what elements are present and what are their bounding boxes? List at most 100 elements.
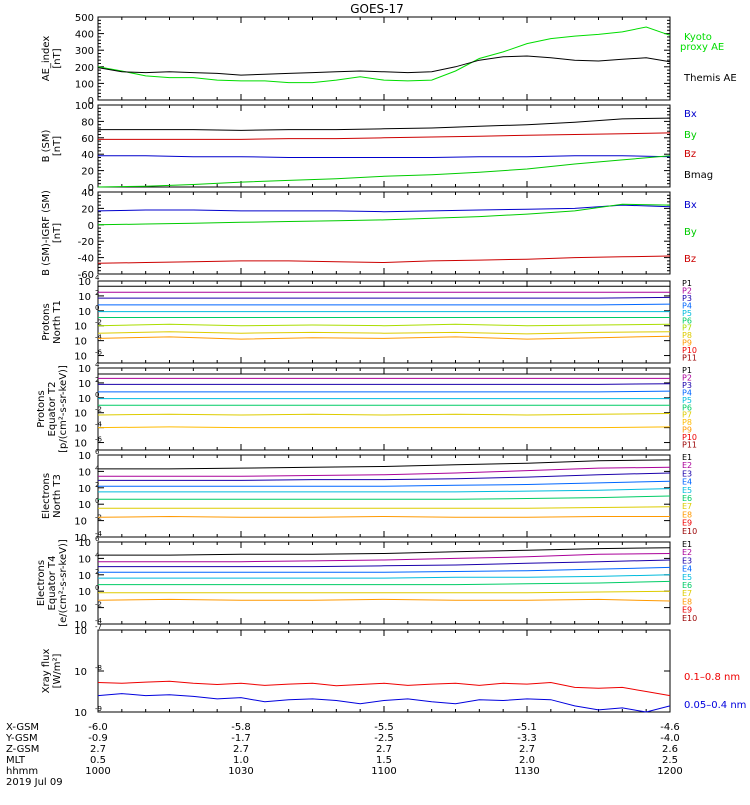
x-axis-value: 2.7	[233, 744, 249, 755]
x-axis-value: -5.1	[517, 722, 537, 733]
y-tick-label-pnt1: 10	[78, 292, 91, 303]
y-tick-label-bsm: 40	[81, 150, 94, 161]
legend-entry-pnt1: P6	[682, 316, 692, 325]
y-axis-label-ent3: Electrons	[41, 473, 52, 519]
x-axis-row-label: hhmm	[6, 766, 38, 777]
y-tick-exponent-eet4: 2	[95, 568, 99, 576]
series-line-pnt1-p3	[98, 296, 671, 299]
legend-entry-pet2: P9	[682, 426, 692, 435]
y-axis-label-xray: Xray flux	[41, 649, 52, 694]
x-axis-value: 2.7	[90, 744, 106, 755]
series-line-ent3-e4	[98, 480, 671, 487]
y-tick-exponent-eet4: -2	[95, 601, 102, 609]
y-axis-label-eet4: [e/(cm²-s-sr-keV)]	[58, 539, 69, 627]
legend-entry-ent3: E1	[682, 453, 692, 462]
panel-frame-pnt1	[97, 280, 671, 364]
x-axis-value: -5.8	[231, 722, 251, 733]
x-axis-value: 1030	[228, 766, 253, 777]
series-line-bigrf-by	[97, 203, 671, 226]
y-tick-label-eet4: 10	[74, 620, 87, 631]
legend-label-bsm: Bx	[684, 109, 697, 120]
y-tick-label-pet2: 10	[74, 424, 87, 435]
y-tick-label-eet4: 10	[78, 587, 91, 598]
legend-entry-eet4: E8	[682, 597, 692, 606]
legend-entry-ent3: E7	[682, 502, 692, 511]
y-tick-label-pet2: 10	[78, 394, 91, 405]
y-axis-label-pet2: Equator T2	[47, 382, 58, 437]
y-tick-exponent-ent3: 0	[95, 497, 99, 505]
y-tick-label-ae: 0	[88, 96, 94, 107]
x-axis-value: 1.0	[233, 755, 249, 766]
legend-entry-ent3: E3	[682, 469, 692, 478]
panel-frame-ent3	[97, 454, 671, 538]
legend-label-bigrf: By	[684, 227, 697, 238]
x-axis-value: -5.5	[374, 722, 394, 733]
y-tick-exponent-pet2: 4	[95, 361, 100, 369]
y-tick-exponent-eet4: -4	[95, 617, 103, 625]
y-axis-label-ae: [nT]	[52, 48, 63, 68]
legend-entry-ent3: E4	[682, 478, 692, 487]
series-line-pet2-p3	[98, 383, 671, 385]
y-axis-label-bigrf: B (SM)-IGRF (SM)	[41, 190, 52, 276]
series-line-ae-themis-ae	[97, 55, 671, 76]
y-tick-exponent-pnt1: 2	[95, 289, 99, 297]
y-tick-label-bigrf: 0	[88, 221, 94, 232]
legend-entry-pet2: P7	[682, 411, 692, 420]
y-tick-label-bigrf: -40	[78, 254, 94, 265]
y-tick-exponent-eet4: 6	[95, 535, 100, 543]
legend-entry-pnt1: P11	[682, 354, 697, 363]
series-line-bsm-bz	[98, 132, 671, 140]
y-tick-exponent-pnt1: -2	[95, 319, 102, 327]
y-tick-exponent-ent3: -4	[95, 530, 103, 538]
y-tick-exponent-pet2: 0	[95, 391, 99, 399]
y-tick-exponent-pnt1: 0	[95, 304, 99, 312]
series-line-ent3-e2	[98, 466, 671, 477]
x-axis-row-label: Z-GSM	[6, 744, 39, 755]
x-axis-row-label: X-GSM	[6, 722, 39, 733]
x-axis-value: 1200	[657, 766, 682, 777]
y-tick-exponent-pet2: -6	[95, 436, 103, 444]
legend-entry-pnt1: P5	[682, 309, 692, 318]
series-line-pet2-p4	[98, 390, 671, 393]
series-line-ent3-e6	[98, 495, 671, 500]
y-tick-label-pet2: 10	[74, 409, 87, 420]
legend-entry-pet2: P3	[682, 381, 692, 390]
y-tick-label-xray: 10	[74, 708, 87, 719]
y-tick-label-bigrf: 40	[81, 188, 94, 199]
x-axis-value: 1130	[514, 766, 539, 777]
legend-entry-pnt1: P9	[682, 339, 692, 348]
y-tick-label-ae: 400	[75, 30, 94, 41]
legend-entry-eet4: E5	[682, 573, 692, 582]
x-axis-value: -4.0	[660, 733, 680, 744]
series-line-eet4-e6	[98, 580, 671, 586]
y-tick-exponent-pet2: -2	[95, 406, 102, 414]
legend-entry-eet4: E1	[682, 540, 692, 549]
series-line-pnt1-p9	[97, 335, 671, 340]
series-line-eet4-e1	[98, 547, 671, 556]
series-line-bsm-by	[97, 155, 671, 188]
y-tick-exponent-ent3: 4	[95, 464, 100, 472]
legend-entry-pnt1: P4	[682, 301, 692, 310]
y-tick-label-eet4: 10	[74, 604, 87, 615]
legend-entry-ent3: E10	[682, 527, 697, 536]
y-tick-label-ent3: 10	[78, 467, 91, 478]
y-tick-label-ae: 500	[75, 13, 94, 24]
y-tick-label-bigrf: -20	[78, 237, 94, 248]
y-tick-exponent-xray: -8	[95, 664, 102, 672]
x-axis-value: 1000	[85, 766, 110, 777]
series-line-eet4-e3	[98, 559, 671, 568]
series-line-ae-kyoto-proxy-ae	[97, 26, 671, 84]
series-line-pnt1-p8	[97, 331, 671, 335]
series-line-ent3-e7	[98, 506, 671, 509]
y-tick-exponent-ent3: 6	[95, 448, 100, 456]
plot-title: GOES-17	[350, 2, 404, 16]
y-tick-label-ae: 300	[75, 46, 94, 57]
panel-frame-xray	[97, 629, 671, 713]
series-line-eet4-e8	[97, 598, 671, 602]
y-tick-label-pet2: 10	[78, 379, 91, 390]
y-axis-label-ent3: North T3	[52, 474, 63, 518]
series-line-bigrf-bx	[97, 204, 671, 213]
x-axis-value: 2.5	[662, 755, 678, 766]
y-tick-label-bigrf: 20	[81, 204, 94, 215]
panel-frame-bsm	[97, 104, 671, 188]
